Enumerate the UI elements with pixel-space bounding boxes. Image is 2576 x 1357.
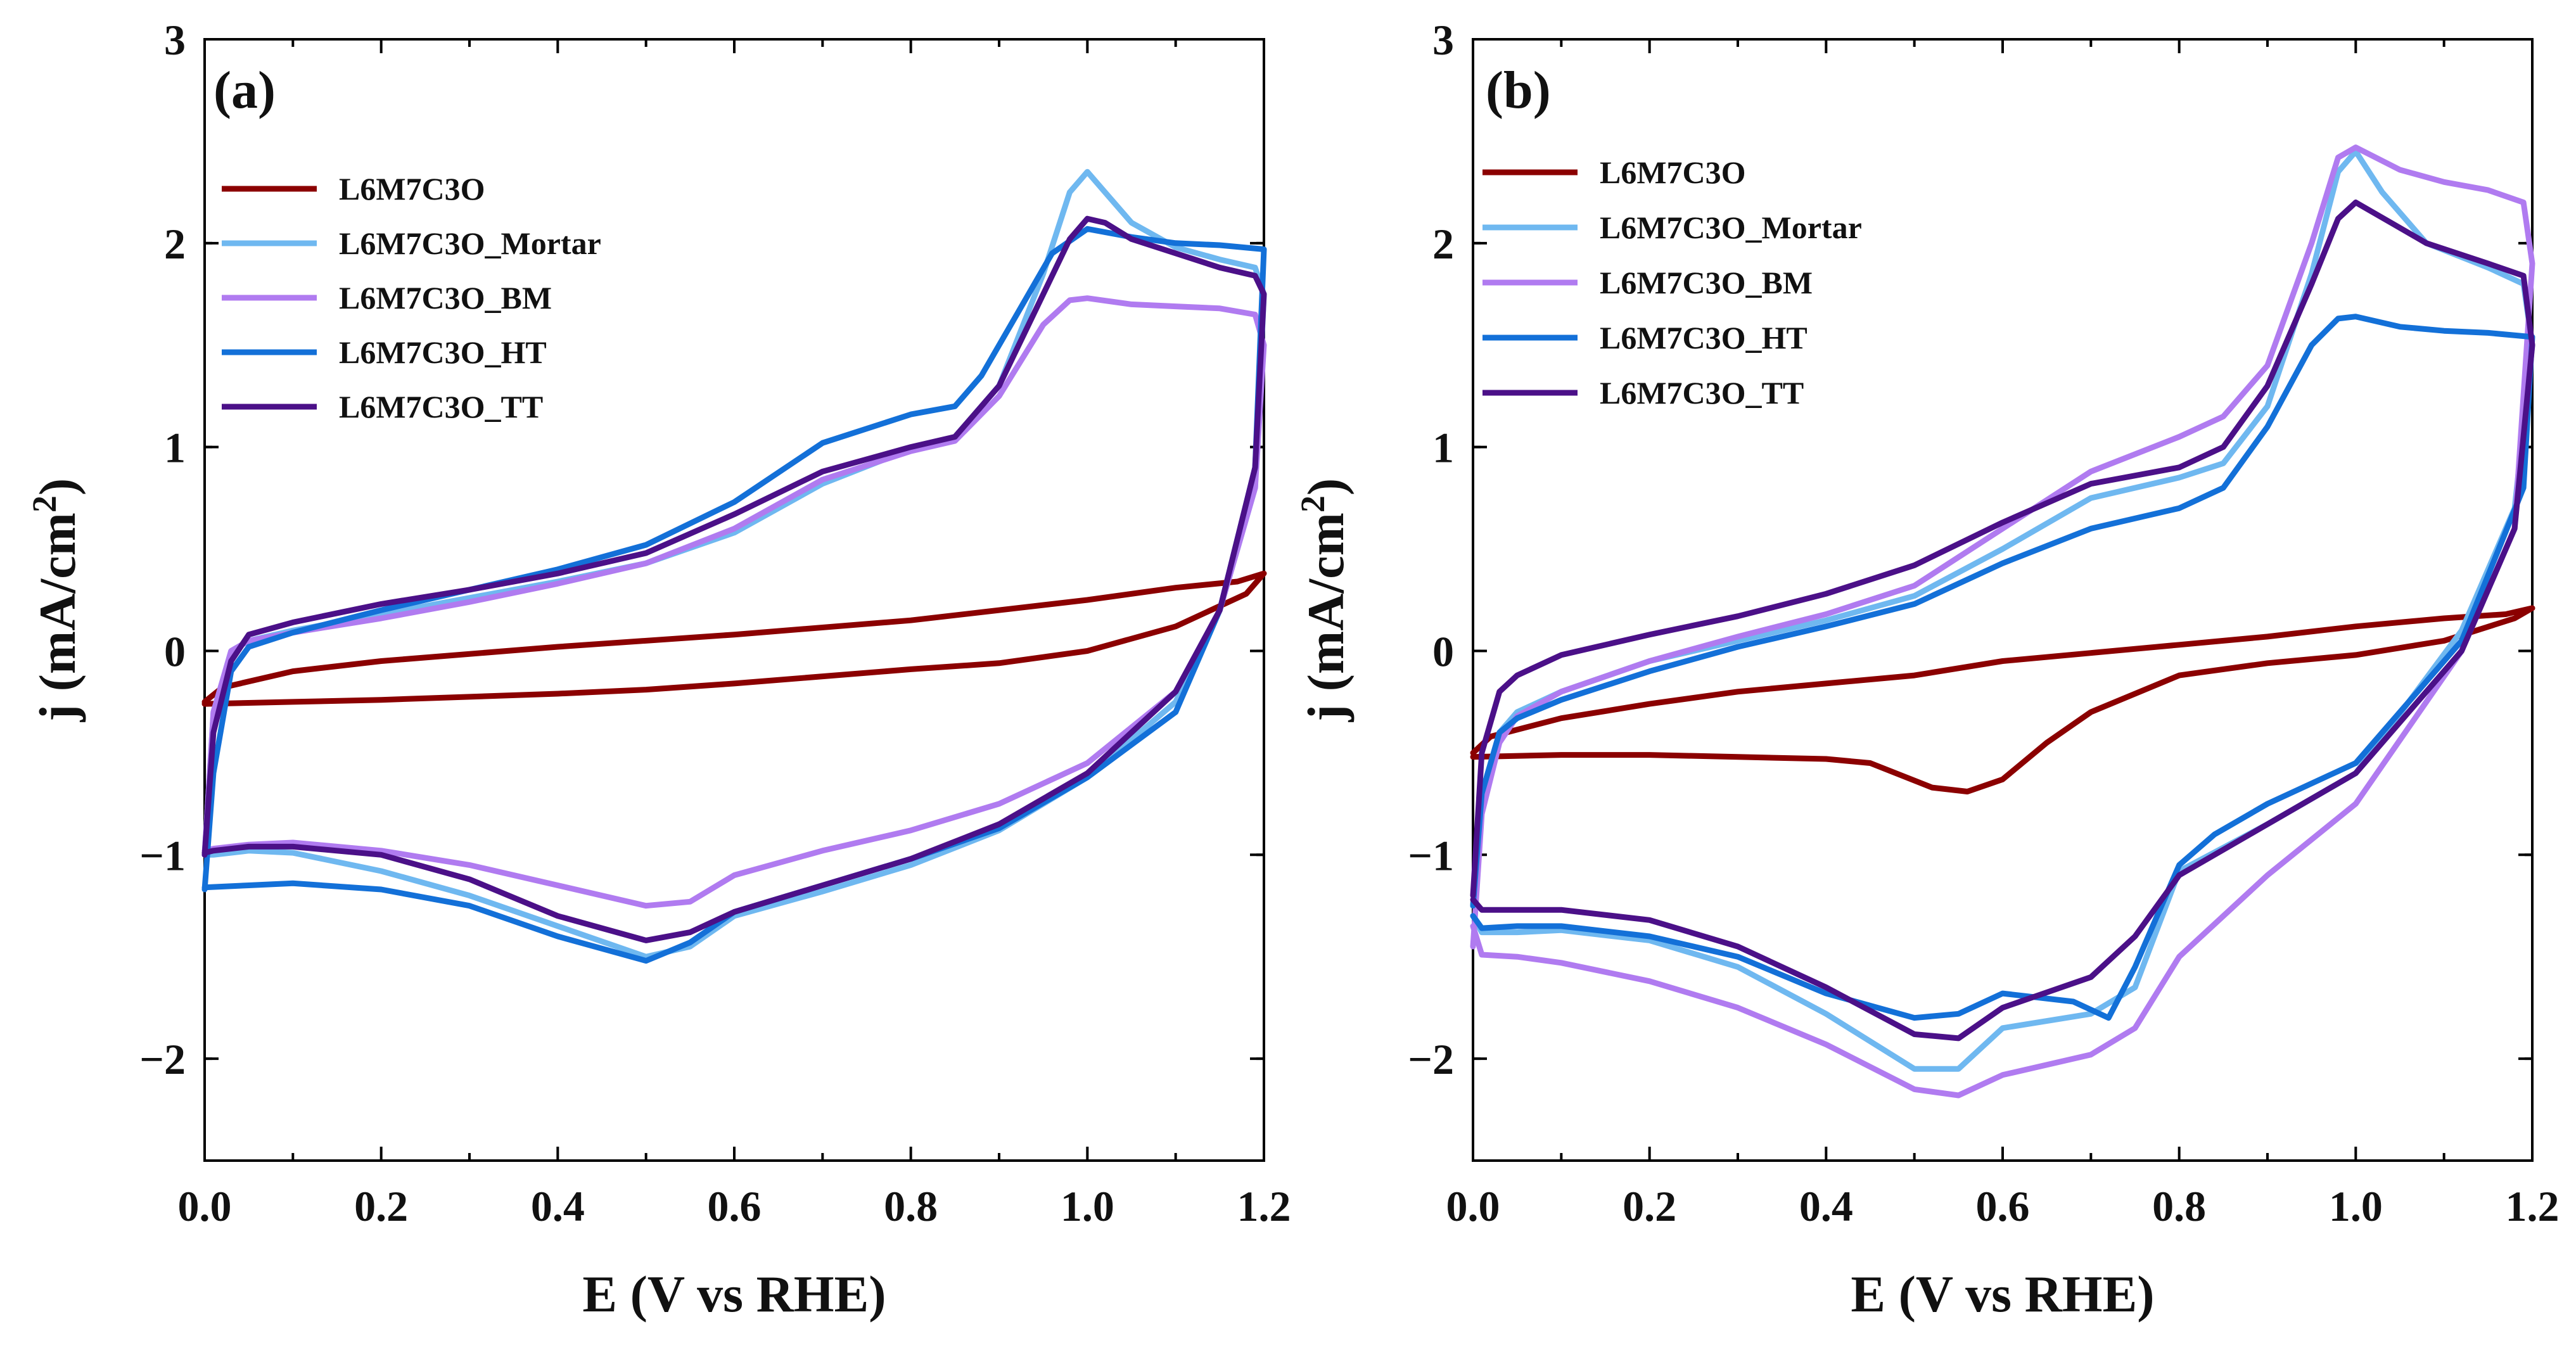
y-tick-label: 1 (1432, 424, 1454, 472)
y-axis-title-sup: 2 (25, 495, 63, 513)
panel-label: (a) (214, 61, 276, 120)
x-tick-label: 0.4 (531, 1182, 585, 1230)
series-line-2 (1470, 144, 2535, 1099)
y-tick-label: −2 (139, 1035, 186, 1083)
panel-a: 0.0 0.2 0.4 0.6 0.8 1.0 1.2 −2 −1 0 1 2 3 E (V vs RHE… (25, 16, 1291, 1323)
legend-label: L6M7C3O_BM (339, 280, 552, 315)
y-axis-title-end: ) (1297, 478, 1355, 495)
series-line-1 (201, 169, 1267, 960)
legend-label: L6M7C3O_Mortar (1600, 210, 1862, 245)
y-tick-label: 0 (1432, 627, 1454, 675)
x-tick-label: 1.2 (1237, 1182, 1291, 1230)
x-tick-label: 0.0 (178, 1182, 232, 1230)
x-tick-label: 0.8 (884, 1182, 938, 1230)
x-tick-label: 0.2 (354, 1182, 408, 1230)
x-axis-title: E (V vs RHE) (1851, 1265, 2154, 1323)
legend-label: L6M7C3O_HT (339, 334, 547, 370)
y-tick-label: 2 (164, 220, 186, 268)
x-tick-label: 1.0 (1061, 1182, 1114, 1230)
legend-label: L6M7C3O_TT (339, 389, 543, 424)
y-tick-label: 2 (1432, 220, 1454, 268)
y-tick-label: 3 (1432, 16, 1454, 64)
y-tick-label: −1 (139, 831, 186, 879)
series-line-4 (201, 215, 1267, 943)
series-line-0 (1470, 605, 2535, 794)
legend-label: L6M7C3O (1600, 155, 1746, 190)
y-tick-label: 1 (164, 424, 186, 472)
y-tick-label: −2 (1408, 1035, 1454, 1083)
x-tick-label: 1.2 (2506, 1182, 2560, 1230)
y-axis-title: j (mA/cm2) (1294, 478, 1355, 722)
y-tick-label: −1 (1408, 831, 1454, 879)
legend-label: L6M7C3O_Mortar (339, 226, 601, 261)
x-tick-label: 0.4 (1799, 1182, 1853, 1230)
series-line-0 (201, 570, 1267, 707)
y-tick-label: 3 (164, 16, 186, 64)
y-tick-label: 0 (164, 627, 186, 675)
legend-label: L6M7C3O (339, 171, 485, 207)
panel-label: (b) (1486, 61, 1551, 120)
y-axis-title-main: j (mA/cm (29, 513, 86, 722)
x-tick-label: 0.6 (708, 1182, 762, 1230)
y-axis-title: j (mA/cm2) (25, 478, 86, 722)
legend-label: L6M7C3O_TT (1600, 375, 1804, 411)
x-tick-label: 0.6 (1976, 1182, 2030, 1230)
x-tick-label: 0.8 (2152, 1182, 2206, 1230)
series-line-4 (1470, 200, 2535, 1042)
y-axis-title-end: ) (29, 478, 86, 495)
x-tick-label: 0.0 (1446, 1182, 1500, 1230)
series-line-1 (1470, 148, 2535, 1072)
legend-label: L6M7C3O_HT (1600, 320, 1808, 355)
x-tick-label: 1.0 (2329, 1182, 2383, 1230)
panel-b: 0.0 0.2 0.4 0.6 0.8 1.0 1.2 −2 −1 0 1 2 3 E (V vs RHE… (1294, 16, 2560, 1323)
x-axis-title: E (V vs RHE) (582, 1265, 886, 1323)
y-axis-title-main: j (mA/cm (1297, 513, 1355, 722)
legend-label: L6M7C3O_BM (1600, 265, 1813, 300)
x-tick-label: 0.2 (1623, 1182, 1676, 1230)
y-axis-title-sup: 2 (1294, 495, 1332, 513)
series-line-2 (201, 295, 1267, 909)
